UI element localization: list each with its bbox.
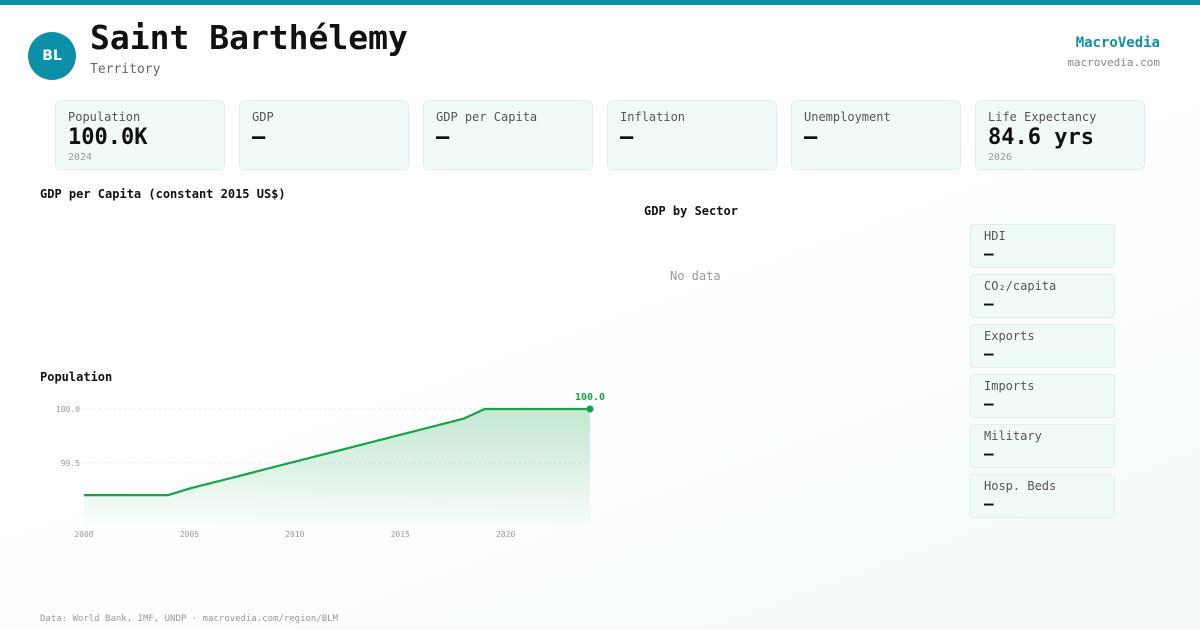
population-area (84, 409, 590, 524)
stat-label: GDP per Capita (436, 110, 538, 124)
stat-value: — (620, 125, 634, 150)
indicator-label: Hosp. Beds (984, 479, 1057, 493)
indicator-card-military: Military — (970, 424, 1115, 468)
stat-value: — (252, 125, 266, 150)
stat-value: 84.6 yrs (988, 125, 1094, 150)
stat-value: — (436, 125, 450, 150)
indicator-label: CO₂/capita (984, 279, 1057, 293)
y-tick-label: 99.5 (61, 459, 80, 468)
stat-label: Unemployment (804, 110, 891, 124)
stat-value: — (804, 125, 818, 150)
gdp-per-capita-title: GDP per Capita (constant 2015 US$) (40, 187, 286, 201)
stat-card-life-expectancy: Life Expectancy 84.6 yrs 2026 (975, 100, 1145, 170)
indicator-label: Exports (984, 329, 1035, 343)
indicator-cards: HDI — CO₂/capita — Exports — Imports — M… (970, 224, 1115, 518)
population-title: Population (40, 370, 113, 384)
stat-card-unemployment: Unemployment — (791, 100, 961, 170)
brand-logo[interactable]: MacroVedia (1075, 35, 1160, 51)
indicator-value: — (984, 444, 994, 463)
y-tick-label: 100.0 (56, 405, 80, 414)
x-tick-label: 2020 (496, 530, 515, 539)
indicator-label: HDI (984, 229, 1006, 243)
indicator-card-co2: CO₂/capita — (970, 274, 1115, 318)
x-tick-label: 2000 (74, 530, 93, 539)
x-tick-label: 2015 (391, 530, 410, 539)
stat-label: Life Expectancy (988, 110, 1097, 124)
stat-cards: Population 100.0K 2024 GDP — GDP per Cap… (55, 100, 1145, 170)
population-chart: 100.0 99.5 2000 2005 2010 2015 2020 100.0 (56, 392, 605, 539)
accent-bar (0, 0, 1200, 5)
avatar: BL (28, 32, 76, 80)
indicator-label: Imports (984, 379, 1035, 393)
stat-value: 100.0K (68, 125, 148, 150)
brand-url[interactable]: macrovedia.com (1067, 56, 1160, 69)
footer-source: Data: World Bank, IMF, UNDP · macrovedia… (40, 614, 339, 624)
page-subtitle: Territory (90, 62, 161, 77)
indicator-card-hdi: HDI — (970, 224, 1115, 268)
indicator-value: — (984, 494, 994, 513)
gdp-by-sector-empty: No data (670, 269, 721, 283)
stat-card-gdp-per-capita: GDP per Capita — (423, 100, 593, 170)
indicator-value: — (984, 394, 994, 413)
indicator-card-exports: Exports — (970, 324, 1115, 368)
stat-card-population: Population 100.0K 2024 (55, 100, 225, 170)
indicator-value: — (984, 294, 994, 313)
stat-year: 2026 (988, 152, 1013, 163)
gdp-by-sector-title: GDP by Sector (644, 204, 738, 218)
stat-label: GDP (252, 110, 274, 124)
page-title: Saint Barthélemy (90, 18, 408, 57)
stat-year: 2024 (68, 152, 93, 163)
x-tick-label: 2005 (180, 530, 199, 539)
stat-card-gdp: GDP — (239, 100, 409, 170)
stat-label: Population (68, 110, 141, 124)
x-tick-label: 2010 (285, 530, 304, 539)
population-end-label: 100.0 (575, 392, 605, 403)
indicator-value: — (984, 344, 994, 363)
stat-label: Inflation (620, 110, 686, 124)
population-end-point[interactable] (586, 405, 594, 413)
stat-card-inflation: Inflation — (607, 100, 777, 170)
indicator-card-hosp-beds: Hosp. Beds — (970, 474, 1115, 518)
indicator-value: — (984, 244, 994, 263)
indicator-label: Military (984, 429, 1042, 443)
population-line (84, 407, 590, 497)
indicator-card-imports: Imports — (970, 374, 1115, 418)
